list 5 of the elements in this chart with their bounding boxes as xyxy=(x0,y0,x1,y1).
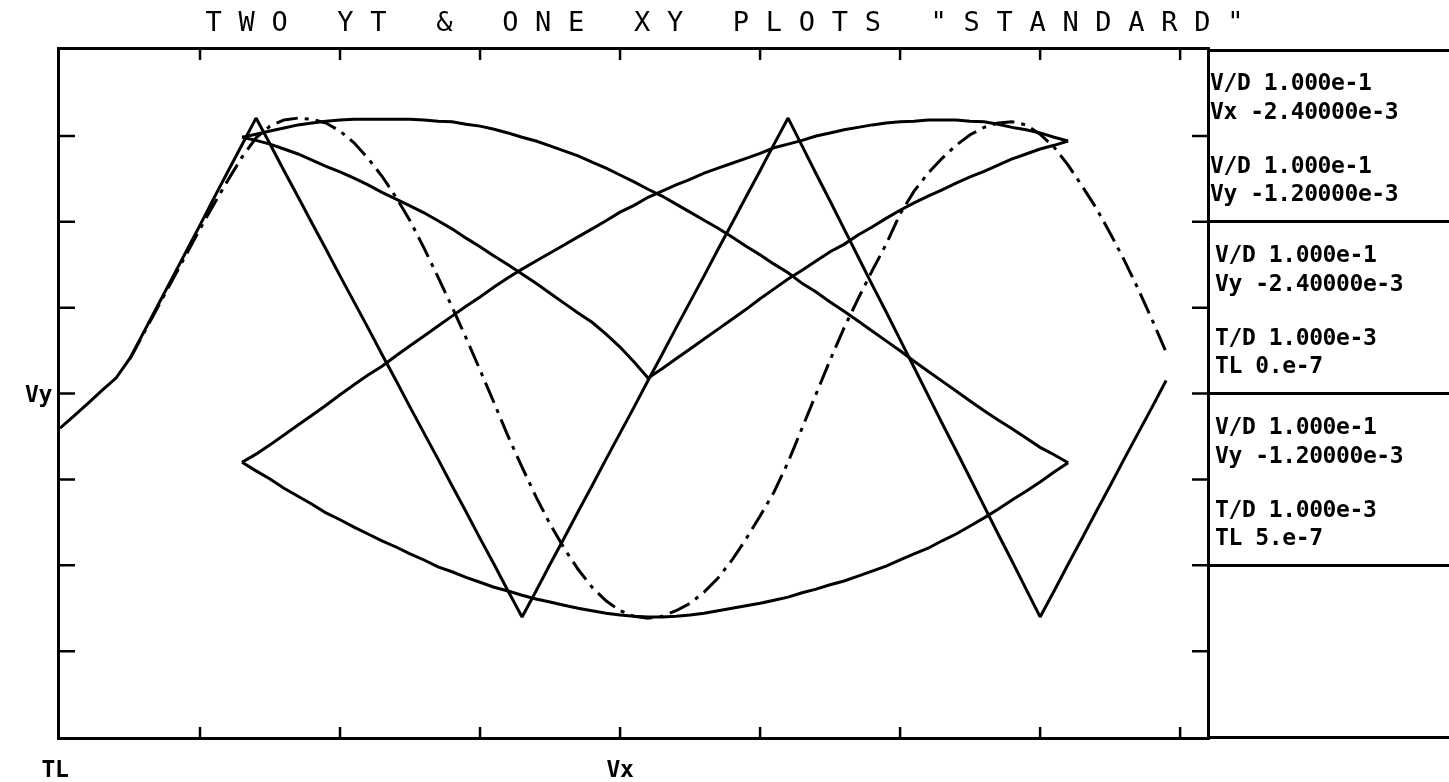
chart-title: TWO YT & ONE XY PLOTS "STANDARD" xyxy=(204,6,1262,38)
readout-panel: V/D 1.000e-1 Vx -2.40000e-3 V/D 1.000e-1 Vy -1.20000e-3 V/D 1.000e-1 Vy -2.40000e-3 T/D 1.000e-3 TL 0.e-7 V/D 1.000e-1 Vy -1.20000e-3 T/D 1.000e-3 TL 5.e-7 xyxy=(1207,48,1449,739)
text: TL xyxy=(41,754,69,782)
x-axis-title: Vx xyxy=(606,754,634,782)
y-axis-title: Vy xyxy=(25,379,52,408)
